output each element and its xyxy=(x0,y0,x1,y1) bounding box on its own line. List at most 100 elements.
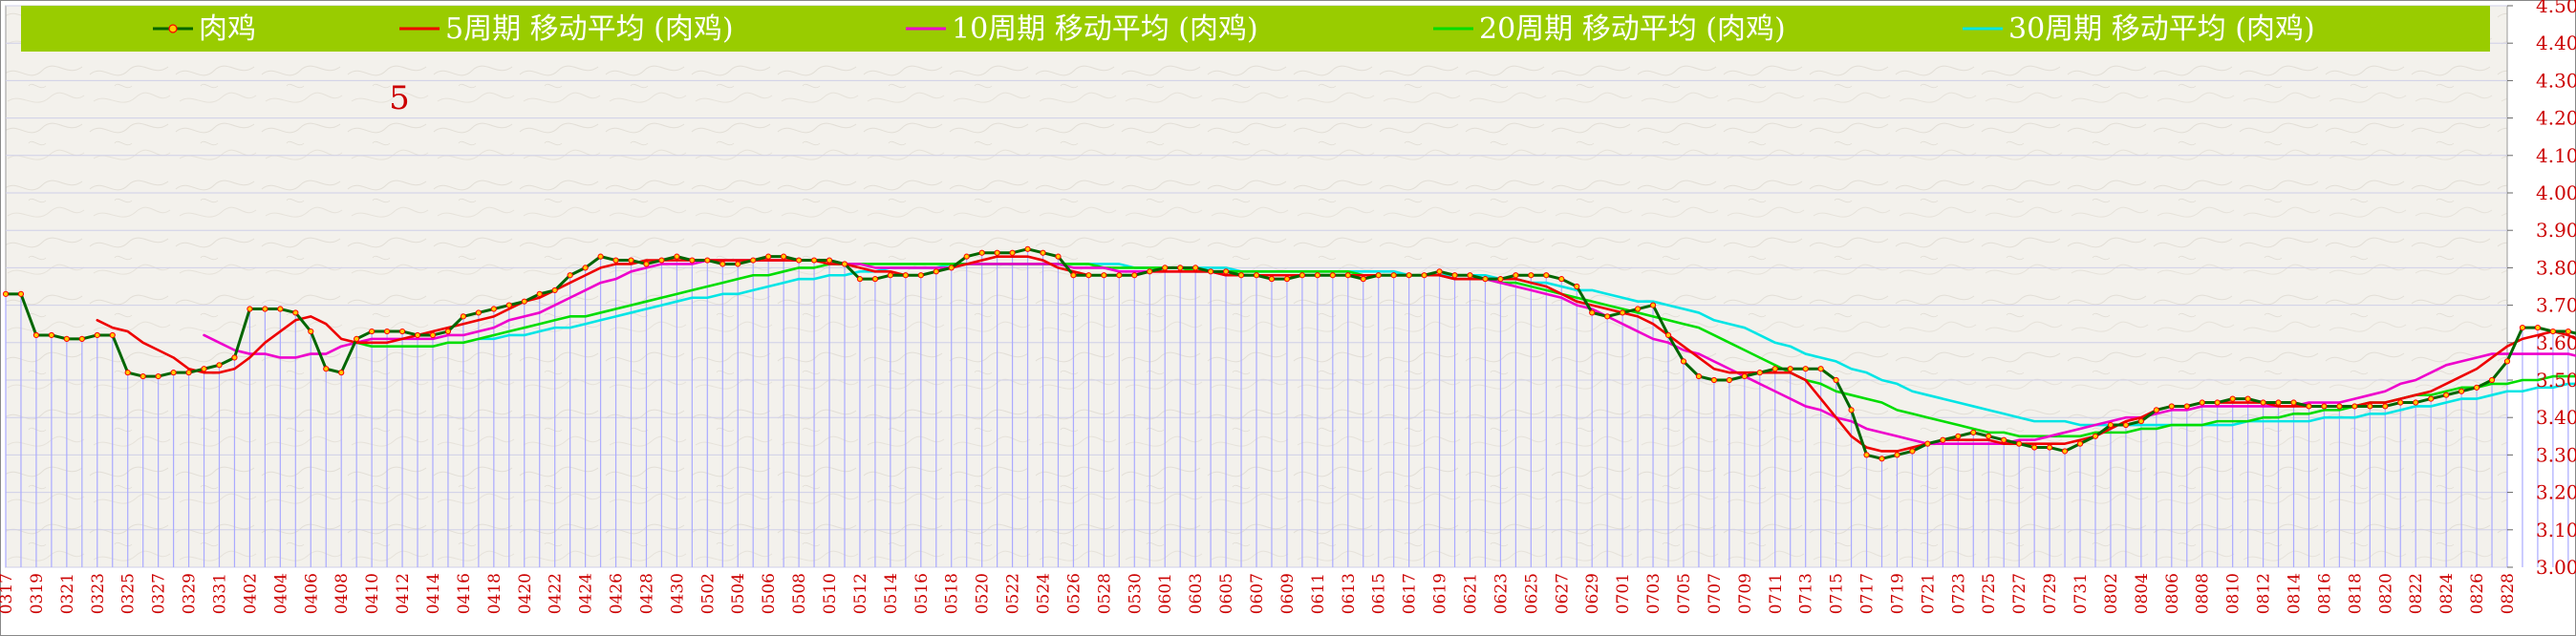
x-axis-tick-labels: 0317 0319 0321 0323 0325 0327 0329 0331 0402 0404… xyxy=(0,573,2518,614)
x-tick-label: 0802 xyxy=(2102,573,2121,614)
x-tick-label: 0725 xyxy=(1980,573,1999,614)
x-tick-label: 0329 xyxy=(181,573,200,614)
price-point xyxy=(2488,376,2496,384)
x-tick-label: 0601 xyxy=(1156,573,1175,614)
price-point xyxy=(704,257,711,264)
x-tick-label: 0719 xyxy=(1888,573,1907,614)
price-point xyxy=(1848,407,1855,413)
price-point xyxy=(1421,272,1428,279)
legend: 肉鸡 5周期 移动平均 (肉鸡) 10周期 移动平均 (肉鸡) 20周期 移动平均 (… xyxy=(21,6,2490,52)
legend-label: 30周期 移动平均 (肉鸡) xyxy=(2008,12,2315,46)
price-point xyxy=(1528,272,1535,279)
price-point xyxy=(231,354,238,361)
price-point xyxy=(2443,392,2450,398)
x-tick-label: 0603 xyxy=(1187,573,1206,614)
x-tick-label: 0621 xyxy=(1461,573,1480,614)
price-point xyxy=(1878,456,1885,462)
price-point xyxy=(551,286,558,294)
price-point xyxy=(1986,433,1992,439)
price-point xyxy=(1237,272,1245,279)
price-point xyxy=(1055,253,1062,260)
price-point xyxy=(2168,403,2175,410)
x-tick-label: 0701 xyxy=(1614,573,1633,614)
price-point xyxy=(1634,306,1642,312)
price-point xyxy=(94,331,100,339)
price-point xyxy=(1802,366,1809,372)
x-tick-label: 0422 xyxy=(547,573,566,614)
price-point xyxy=(1589,309,1596,316)
price-point xyxy=(1009,249,1016,256)
price-point xyxy=(628,257,634,264)
x-tick-label: 0522 xyxy=(1004,573,1023,614)
price-point xyxy=(1833,376,1839,384)
x-tick-label: 0615 xyxy=(1370,573,1389,614)
price-point xyxy=(1497,276,1504,283)
price-point xyxy=(1040,249,1046,256)
x-tick-label: 0711 xyxy=(1767,573,1786,614)
x-tick-label: 0814 xyxy=(2286,573,2305,614)
price-point xyxy=(1070,272,1077,279)
x-tick-label: 0623 xyxy=(1492,573,1511,614)
price-point xyxy=(277,306,284,312)
price-point xyxy=(216,362,223,369)
price-point xyxy=(1390,272,1397,279)
price-point xyxy=(1268,276,1276,283)
x-tick-label: 0629 xyxy=(1583,573,1602,614)
price-point xyxy=(78,335,85,342)
price-point xyxy=(2016,440,2023,447)
y-axis-tick-labels: 3.00 3.10 3.20 3.30 3.40 3.50 3.60 3.70 3.80 3.90… xyxy=(2507,0,2576,579)
price-point xyxy=(2290,399,2297,406)
x-tick-label: 0727 xyxy=(2010,573,2029,614)
price-point xyxy=(2,290,10,297)
price-point xyxy=(658,257,665,264)
price-point xyxy=(354,335,360,342)
price-point xyxy=(781,253,787,260)
price-point xyxy=(2397,399,2404,406)
x-tick-label: 0327 xyxy=(150,573,169,614)
price-point xyxy=(1940,436,1946,443)
price-point xyxy=(2031,444,2038,451)
series-line-ma30 xyxy=(477,263,2576,427)
price-point xyxy=(2549,328,2556,335)
x-tick-label: 0703 xyxy=(1644,573,1664,614)
price-point xyxy=(2428,395,2435,402)
price-point xyxy=(2306,403,2312,410)
price-point xyxy=(1863,452,1870,458)
price-point xyxy=(1162,265,1169,271)
price-point xyxy=(460,313,467,320)
price-point xyxy=(109,331,116,339)
x-tick-label: 0524 xyxy=(1035,573,1054,614)
price-point xyxy=(63,335,70,342)
x-tick-label: 0514 xyxy=(882,573,901,614)
x-tick-label: 0331 xyxy=(210,573,229,614)
price-point xyxy=(124,370,131,376)
x-tick-label: 0818 xyxy=(2346,573,2365,614)
price-point xyxy=(1574,283,1580,290)
price-point xyxy=(338,370,345,376)
price-point xyxy=(155,372,161,380)
x-tick-label: 0504 xyxy=(729,573,748,614)
price-point xyxy=(765,253,772,260)
x-tick-label: 0416 xyxy=(455,573,474,614)
price-point xyxy=(994,249,1000,256)
price-point xyxy=(2199,399,2205,406)
price-point xyxy=(582,265,589,271)
price-point xyxy=(1771,366,1778,372)
price-point xyxy=(643,261,650,267)
x-tick-label: 0319 xyxy=(28,573,47,614)
price-point xyxy=(262,306,268,312)
x-tick-label: 0721 xyxy=(1919,573,1938,614)
price-point xyxy=(978,249,985,256)
x-tick-label: 0412 xyxy=(394,573,413,614)
price-point xyxy=(2229,395,2236,402)
x-tick-label: 0516 xyxy=(912,573,932,614)
price-point xyxy=(1253,272,1260,279)
price-point xyxy=(1513,272,1519,279)
price-point xyxy=(2076,440,2084,447)
price-point xyxy=(140,372,146,380)
x-tick-label: 0822 xyxy=(2407,573,2426,614)
price-point xyxy=(902,272,909,279)
price-point xyxy=(1451,272,1458,279)
price-point xyxy=(1299,272,1305,279)
x-tick-label: 0502 xyxy=(698,573,718,614)
